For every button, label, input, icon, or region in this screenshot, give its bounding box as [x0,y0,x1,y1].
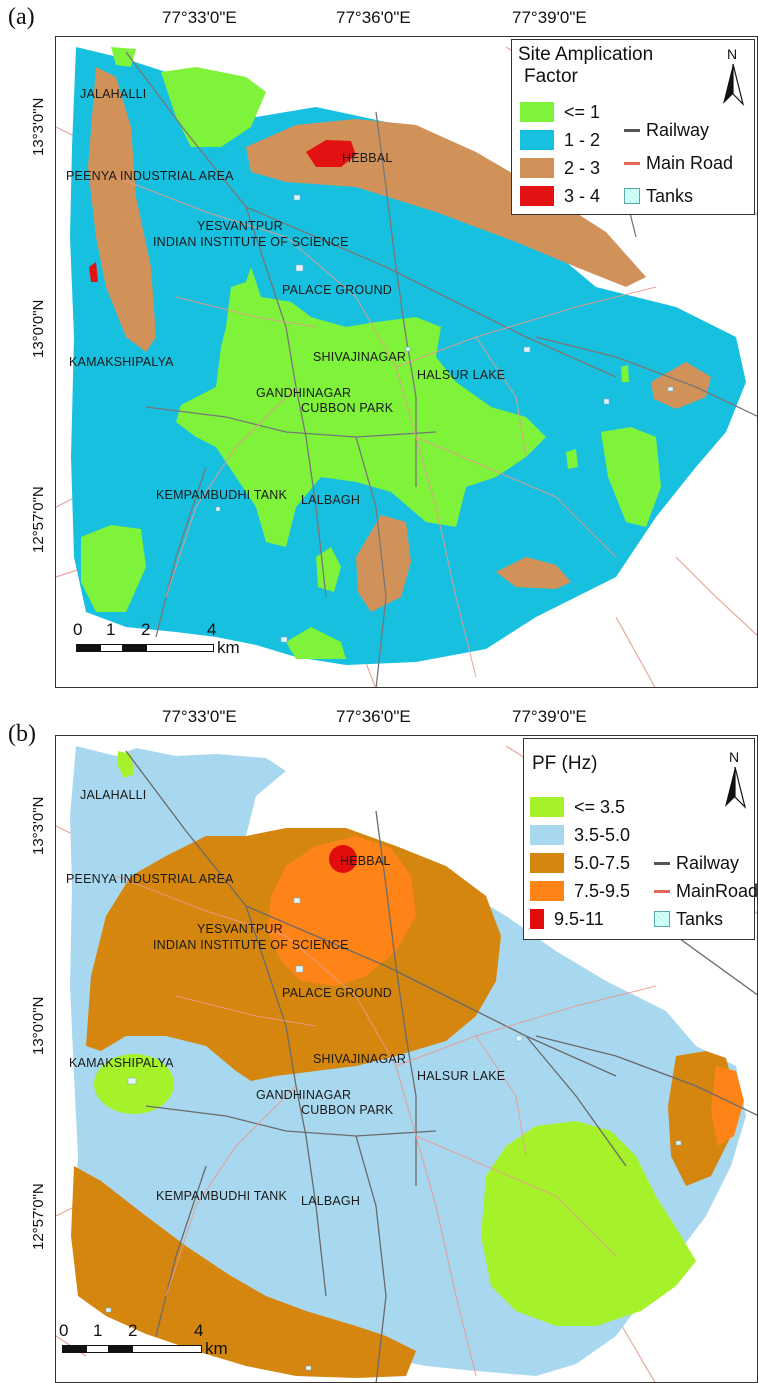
place-label-peenya: PEENYA INDUSTRIAL AREA [66,169,234,183]
place-label-hebbal: HEBBAL [340,854,391,868]
zone-le-1 [286,627,346,659]
zone-le-1 [111,47,136,67]
legend-railway: Railway [654,852,739,874]
zone-le-1 [81,525,146,612]
legend-main-road: Main Road [624,152,733,174]
map-legend: Site Amplication Factor <= 1 1 - 2 2 - 3… [511,39,755,215]
place-label-kempambudhi-tank: KEMPAMBUDHI TANK [156,488,287,502]
panel-label: (b) [8,721,36,747]
zone-2-3 [651,362,711,409]
longitude-label: 77°33'0"E [162,707,237,726]
place-label-kamakshipalya: KAMAKSHIPALYA [69,1056,174,1070]
legend-class: 3 - 4 [520,185,600,207]
place-label-yesvantpur: YESVANTPUR [197,922,283,936]
place-label-shivajinagar: SHIVAJINAGAR [313,1052,407,1066]
place-label-gandhinagar: GANDHINAGAR [256,386,352,400]
legend-class: 1 - 2 [520,129,600,151]
legend-class: 7.5-9.5 [530,880,630,902]
zone-7-5-to-9-5 [711,1066,744,1146]
place-label-yesvantpur: YESVANTPUR [197,219,283,233]
map-legend: PF (Hz) <= 3.5 3.5-5.0 5.0-7.5 7.5-9.5 9… [523,738,757,940]
latitude-label: 13°0'0"N [30,299,47,358]
scale-bar: 0 1 2 4 km [73,620,240,657]
place-label-kamakshipalya: KAMAKSHIPALYA [69,355,174,369]
legend-class: 3.5-5.0 [530,824,630,846]
map-panel-a: (a) 77°33'0"E 77°36'0"E 77°39'0"E 13°3'0… [0,0,758,690]
place-label-palace-ground: PALACE GROUND [282,283,393,297]
zone-2-3 [496,557,571,589]
legend-title: Site Amplication [518,44,654,65]
place-label-halsur-lake: HALSUR LAKE [417,1069,506,1083]
main-roads-inner [115,176,657,678]
place-label-iisc: INDIAN INSTITUTE OF SCIENCE [153,235,349,249]
latitude-label: 12°57'0"N [30,1183,47,1250]
zone-5-0-to-7-5 [71,1166,416,1378]
latitude-label: 13°3'0"N [30,796,47,855]
place-label-halsur-lake: HALSUR LAKE [417,368,506,382]
longitude-label: 77°39'0"E [512,8,587,27]
latitude-label: 13°3'0"N [30,97,47,156]
latitude-label: 12°57'0"N [30,486,47,553]
legend-tanks: Tanks [624,185,693,207]
panel-label: (a) [8,4,35,30]
longitude-label: 77°33'0"E [162,8,237,27]
place-label-cubbon-park: CUBBON PARK [301,1103,394,1117]
zone-7-5-to-9-5 [268,836,416,986]
predominant-frequency-map [56,745,757,1382]
place-label-iisc: INDIAN INSTITUTE OF SCIENCE [153,938,349,952]
legend-railway: Railway [624,119,709,141]
zone-le-3-5 [118,751,134,778]
place-label-cubbon-park: CUBBON PARK [301,401,394,415]
latitude-label: 13°0'0"N [30,996,47,1055]
place-label-peenya: PEENYA INDUSTRIAL AREA [66,872,234,886]
map-frame: JALAHALLI PEENYA INDUSTRIAL AREA HEBBAL … [55,735,758,1383]
place-label-lalbagh: LALBAGH [301,493,361,507]
place-label-shivajinagar: SHIVAJINAGAR [313,350,407,364]
place-label-kempambudhi-tank: KEMPAMBUDHI TANK [156,1189,287,1203]
zone-3-4 [89,262,98,282]
legend-class: 2 - 3 [520,157,600,179]
map-panel-b: (b) 77°33'0"E 77°36'0"E 77°39'0"E 13°3'0… [0,695,758,1383]
zone-le-1 [601,427,661,527]
zone-le-3-5 [481,1121,696,1326]
place-label-gandhinagar: GANDHINAGAR [256,1088,352,1102]
north-arrow-icon: N [718,46,748,106]
zone-le-1 [176,267,546,547]
longitude-label: 77°39'0"E [512,707,587,726]
zone-9-5-to-11 [329,845,357,873]
longitude-label: 77°36'0"E [336,8,411,27]
tanks [105,897,682,1371]
legend-class: 5.0-7.5 [530,852,630,874]
zone-2-3 [88,67,156,352]
tanks [215,194,674,643]
scale-bar: 0 1 2 4 km [59,1321,228,1358]
longitude-label: 77°36'0"E [336,707,411,726]
zone-2-3 [356,515,411,612]
zone-le-1 [621,365,629,382]
main-roads-inner [115,875,657,1377]
sa-factor-zonation-map [56,46,757,687]
place-label-jalahalli: JALAHALLI [80,788,147,802]
place-label-palace-ground: PALACE GROUND [282,986,393,1000]
zone-le-1 [161,67,266,147]
place-label-jalahalli: JALAHALLI [80,87,147,101]
legend-tanks: Tanks [654,908,723,930]
place-label-lalbagh: LALBAGH [301,1194,361,1208]
legend-class: <= 3.5 [530,796,625,818]
legend-class: <= 1 [520,101,600,123]
north-arrow-icon: N [720,749,750,809]
zone-3-4 [306,140,356,167]
place-label-hebbal: HEBBAL [342,151,393,165]
legend-title: PF (Hz) [532,753,598,774]
zone-le-1 [566,449,578,469]
legend-title-line2: Factor [524,66,578,87]
legend-main-road: MainRoad [654,880,757,902]
map-frame: JALAHALLI PEENYA INDUSTRIAL AREA HEBBAL … [55,36,758,688]
legend-class: 9.5-11 [530,908,604,930]
